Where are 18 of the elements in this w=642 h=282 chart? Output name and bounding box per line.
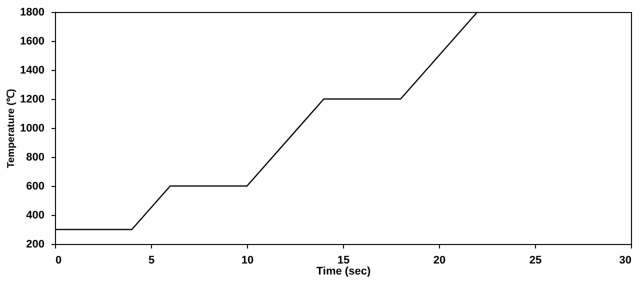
y-tick-label: 800 <box>26 152 44 164</box>
y-tick-label: 1200 <box>20 94 44 106</box>
x-tick-label: 15 <box>337 254 350 266</box>
x-axis-title: Time (sec) <box>316 266 371 278</box>
x-tick-label: 20 <box>433 254 446 266</box>
y-tick-label: 400 <box>26 210 44 222</box>
x-tick-label: 10 <box>241 254 254 266</box>
x-tick-label: 30 <box>619 254 632 266</box>
y-axis-title: Temperature (℃) <box>6 88 18 168</box>
y-tick-label: 200 <box>26 238 44 250</box>
y-tick-label: 600 <box>26 180 44 192</box>
x-tick-label: 5 <box>148 254 155 266</box>
x-tick-label: 25 <box>529 254 542 266</box>
y-tick-label: 1400 <box>20 64 44 76</box>
y-tick-label: 1600 <box>20 36 44 48</box>
y-tick-label: 1000 <box>20 122 44 134</box>
y-tick-label: 1800 <box>20 6 44 18</box>
x-tick-label: 0 <box>56 254 62 266</box>
